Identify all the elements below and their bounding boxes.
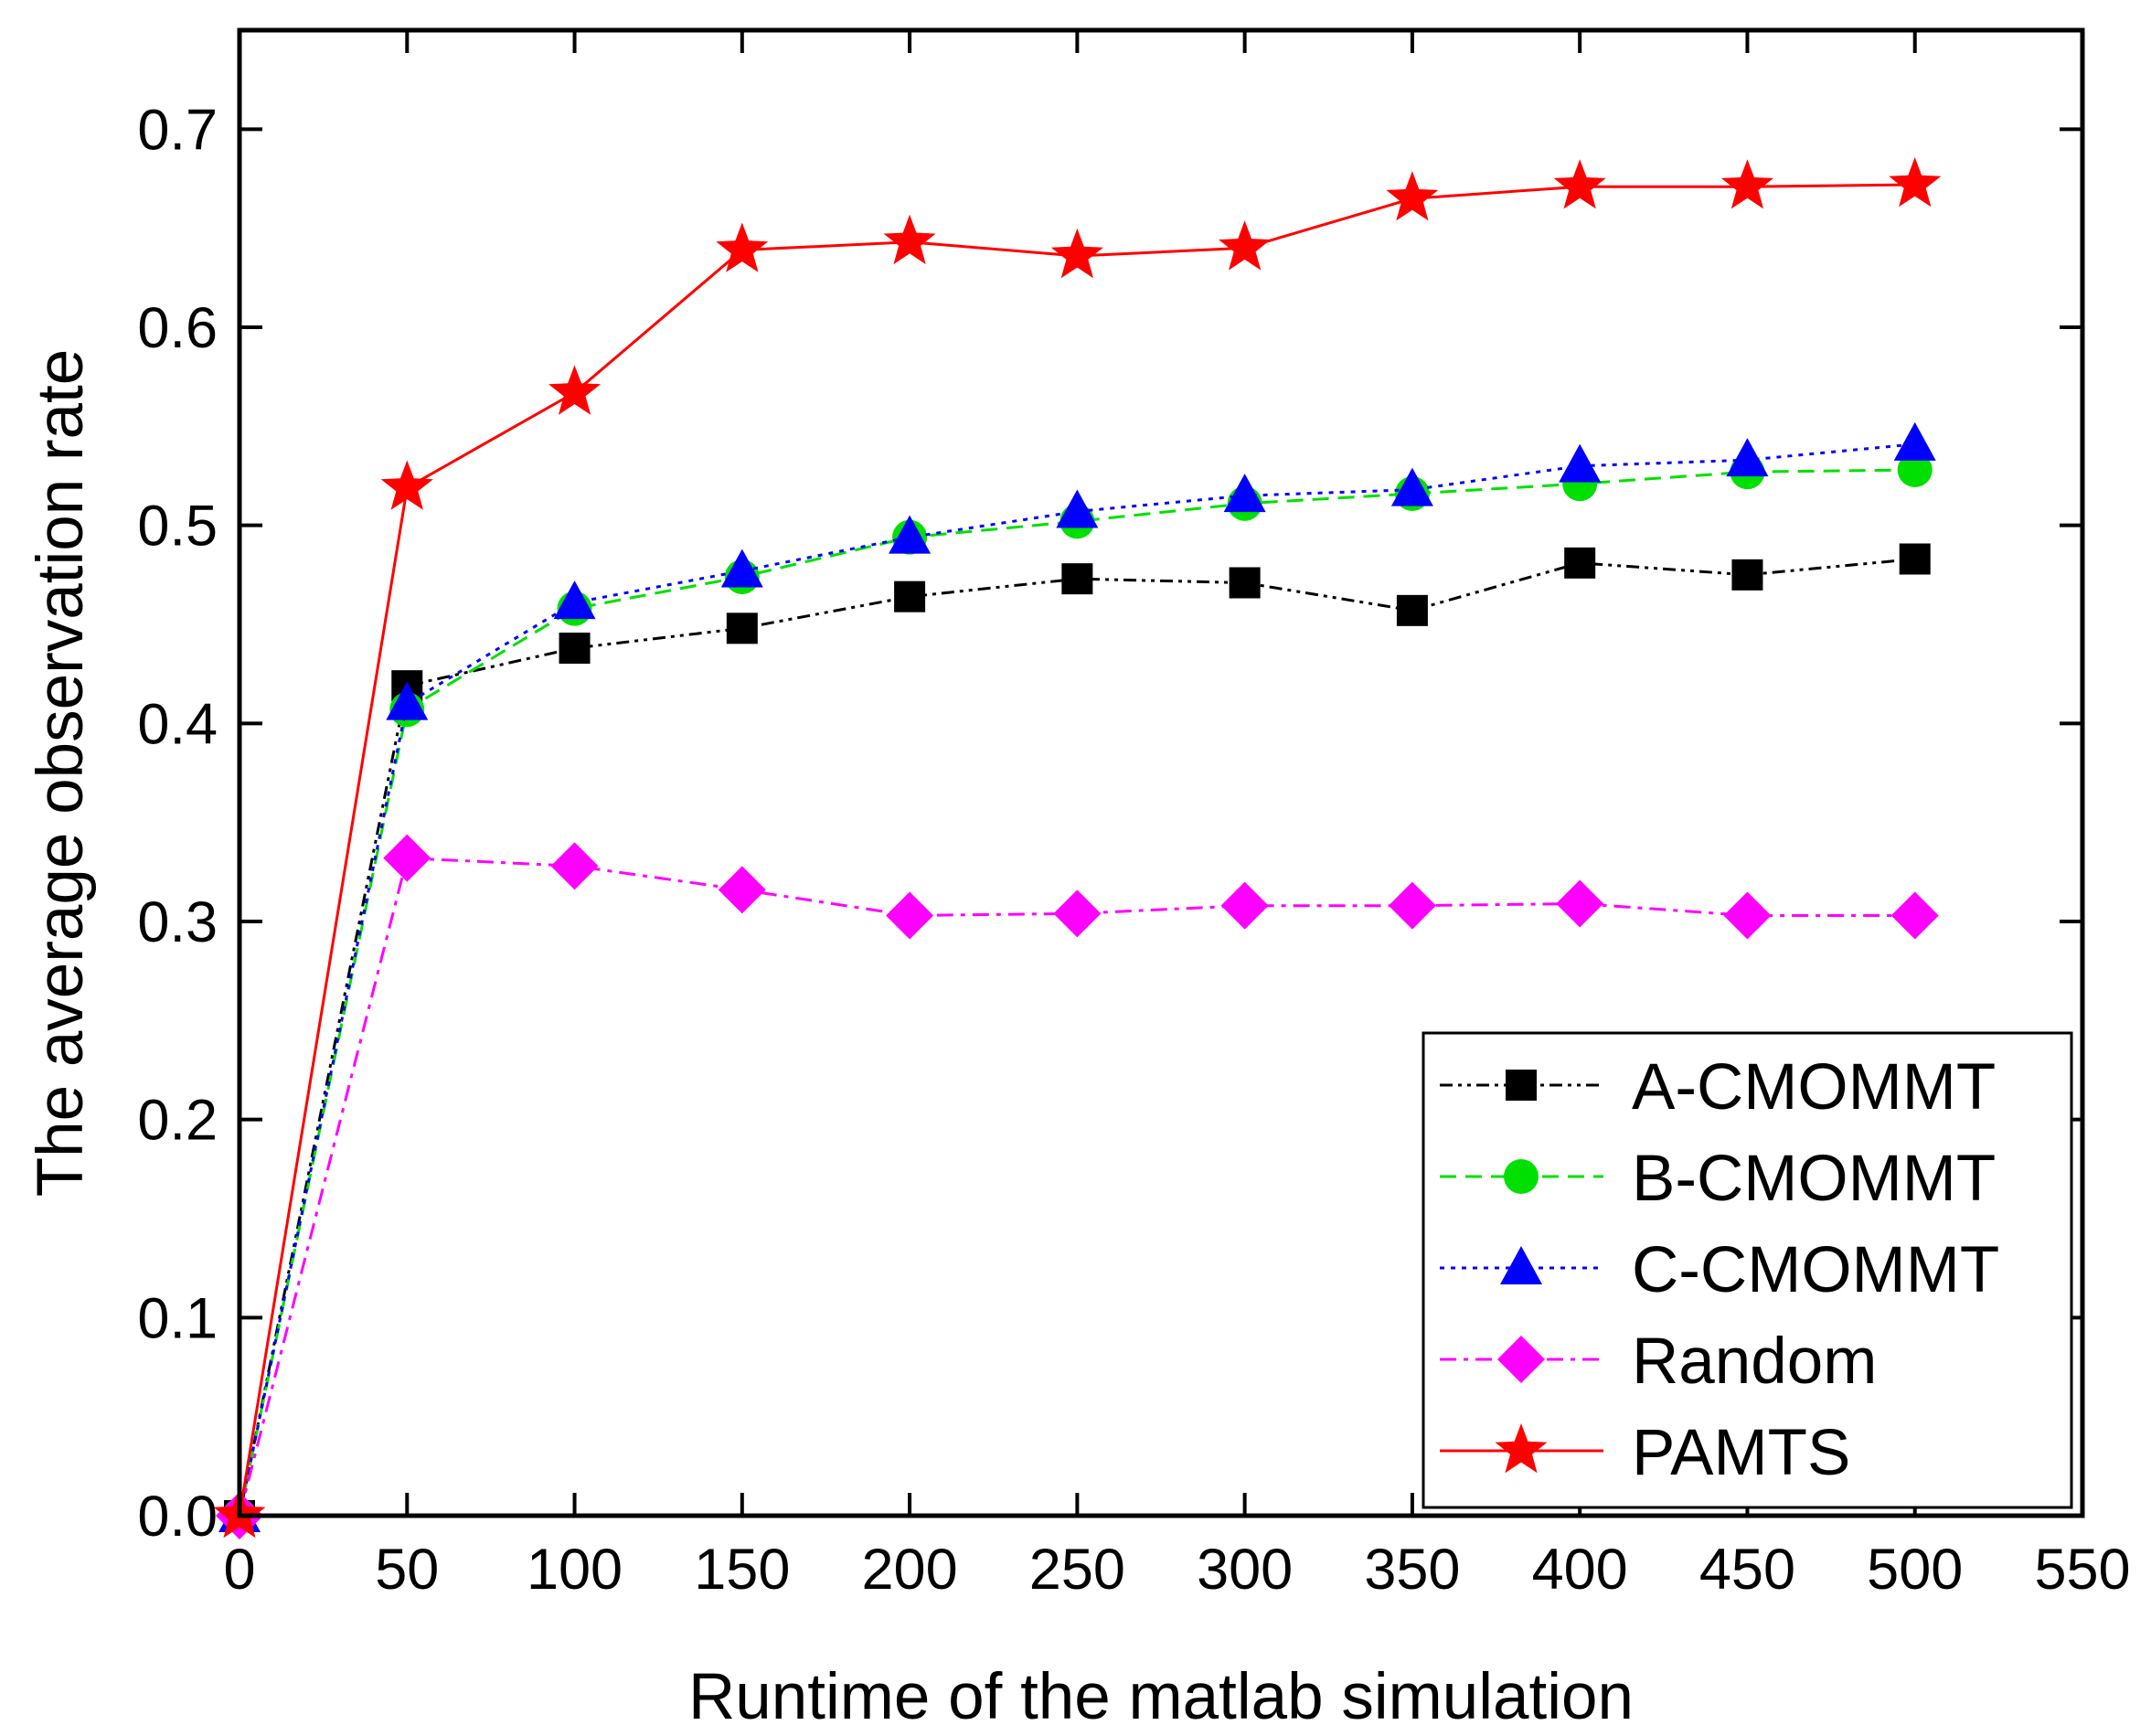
data-point [716, 222, 769, 272]
data-point [548, 365, 602, 415]
data-point [1723, 891, 1772, 940]
data-point [1386, 171, 1439, 221]
data-point [1053, 889, 1102, 938]
series-line [238, 468, 1915, 1517]
data-point [1899, 543, 1931, 575]
legend-label: A-CMOMMT [1632, 1051, 1996, 1124]
legend-label: C-CMOMMT [1632, 1234, 1999, 1306]
data-point [883, 214, 936, 265]
data-point [886, 891, 934, 940]
series-line [238, 558, 1915, 1517]
x-tick-label: 0 [223, 1538, 255, 1602]
data-point [1726, 438, 1769, 477]
y-tick-label: 0.4 [137, 692, 218, 756]
series-line [238, 857, 1915, 1517]
plot-frame [237, 27, 2085, 1518]
x-tick-label: 250 [1029, 1538, 1125, 1602]
legend-marker [1506, 1070, 1537, 1101]
x-tick-label: 550 [2034, 1538, 2130, 1602]
series-pamts [213, 157, 1942, 1539]
legend-marker [1495, 1423, 1548, 1474]
data-point [1553, 159, 1606, 209]
data-point [894, 580, 926, 612]
legend-entry-random: Random [1440, 1326, 1877, 1398]
data-point [1559, 443, 1602, 483]
data-point [1056, 489, 1099, 528]
legend-marker [1500, 1246, 1542, 1284]
x-tick-label: 100 [527, 1538, 623, 1602]
data-point [550, 842, 599, 890]
legend: A-CMOMMT B-CMOMMT C-CMOMMT Random PAMTS [1422, 1031, 2073, 1509]
series-random [216, 834, 1939, 1539]
x-tick-label: 500 [1867, 1538, 1963, 1602]
data-point [1388, 881, 1436, 930]
data-point [1890, 891, 1939, 940]
x-tick-label: 450 [1699, 1538, 1795, 1602]
data-point [559, 633, 591, 664]
series-layer [213, 157, 1942, 1539]
series-line [238, 442, 1915, 1517]
data-point [1220, 881, 1269, 930]
data-point [1061, 563, 1093, 595]
data-point [386, 681, 429, 720]
y-tick-label: 0.5 [137, 495, 218, 559]
data-point [1720, 159, 1773, 209]
data-point [383, 834, 431, 882]
legend-label: PAMTS [1632, 1417, 1850, 1489]
data-point [1396, 594, 1428, 626]
data-point [1219, 220, 1272, 271]
y-tick-label: 0.6 [137, 296, 218, 360]
data-point [1731, 559, 1763, 591]
y-tick-label: 0.7 [137, 98, 218, 162]
data-point [720, 548, 763, 588]
legend-entry-c-cmommt: C-CMOMMT [1440, 1234, 1999, 1306]
data-point [1897, 453, 1933, 487]
legend-entry-a-cmommt: A-CMOMMT [1440, 1051, 1996, 1124]
data-point [889, 515, 932, 554]
data-point [1889, 157, 1942, 208]
x-tick-label: 50 [375, 1538, 439, 1602]
data-point [1229, 567, 1261, 599]
data-point [1893, 421, 1936, 461]
data-point [553, 580, 596, 620]
axis-ticks: 0 50 100 150 200 250 300 350 400 450 500 550 0.0 0.1 0… [137, 30, 2131, 1602]
legend-marker [1497, 1336, 1545, 1383]
data-point [1223, 474, 1266, 513]
x-axis-title: Runtime of the matlab simulation [688, 1661, 1634, 1733]
y-tick-label: 0.3 [137, 890, 218, 954]
y-tick-label: 0.2 [137, 1089, 218, 1153]
y-tick-label: 0.1 [137, 1286, 218, 1350]
data-point [1556, 879, 1604, 928]
legend-marker [1504, 1159, 1539, 1194]
x-tick-label: 400 [1532, 1538, 1628, 1602]
data-point [380, 460, 433, 510]
data-point [726, 612, 758, 644]
legend-label: Random [1632, 1326, 1877, 1398]
data-point [1564, 547, 1596, 579]
legend-entry-pamts: PAMTS [1440, 1417, 1850, 1489]
y-axis-title: The average observation rate [25, 349, 97, 1198]
legend-label: B-CMOMMT [1632, 1143, 1996, 1215]
legend-entry-b-cmommt: B-CMOMMT [1440, 1143, 1996, 1215]
data-point [718, 866, 766, 914]
data-point [1390, 467, 1433, 506]
x-tick-label: 150 [694, 1538, 790, 1602]
x-tick-label: 300 [1197, 1538, 1293, 1602]
data-point [1050, 229, 1103, 279]
x-tick-label: 350 [1364, 1538, 1460, 1602]
x-tick-label: 200 [862, 1538, 958, 1602]
y-tick-label: 0.0 [137, 1485, 218, 1549]
